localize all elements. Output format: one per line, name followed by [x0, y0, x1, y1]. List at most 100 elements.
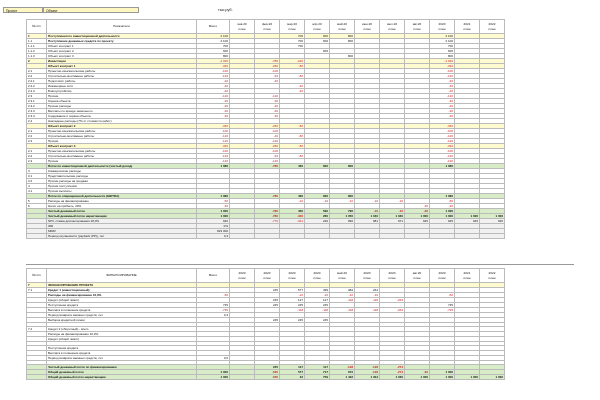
- year-header: 2020 план: [429, 268, 455, 283]
- month-header-period: 2020: [388, 270, 396, 275]
- col-total-header: Всего: [196, 19, 230, 34]
- col-number-header: № п/п: [26, 19, 47, 34]
- month-cell[interactable]: 42: [279, 374, 305, 381]
- month-header-type: план: [263, 26, 271, 31]
- table-row: Объект контракт 1 -340 -260 -80 -340: [26, 63, 530, 69]
- year-header: 2021 план: [454, 19, 480, 34]
- month-cell[interactable]: [229, 233, 255, 239]
- year-cell[interactable]: [454, 233, 480, 239]
- month-header-type: план: [363, 275, 371, 280]
- month-header: май.20 план: [329, 268, 355, 283]
- month-header-period: апр.20: [312, 21, 322, 26]
- row-total: 1 000: [196, 374, 230, 381]
- month-header-type: план: [313, 275, 321, 280]
- table-row: 2.2 Строительно-монтажные работы -120 -40 -8…: [26, 153, 530, 159]
- cashflow-table: № п/п Показатели Всего янв.20 план фев.20 план…: [26, 19, 530, 239]
- month-cell[interactable]: [229, 374, 255, 381]
- year-cell[interactable]: 1 000: [454, 374, 480, 381]
- col-number-header: № п/п: [26, 268, 47, 283]
- month-header: 2020 план: [379, 268, 405, 283]
- month-header-period: фев.20: [261, 21, 273, 26]
- units-label: тыс.руб.: [218, 8, 233, 12]
- month-cell[interactable]: [354, 233, 380, 239]
- row-number: [26, 374, 47, 381]
- month-header-period: 2020: [363, 270, 371, 275]
- month-header: июл.20 план: [379, 19, 405, 34]
- year-header-period: 2022: [488, 270, 496, 275]
- year-header: 2022 план: [479, 19, 505, 34]
- month-header: фев.20 план: [254, 19, 280, 34]
- year-header-type: план: [463, 26, 471, 31]
- month-cell[interactable]: [329, 233, 355, 239]
- month-header-type: план: [288, 26, 296, 31]
- month-header-type: план: [313, 26, 321, 31]
- year-cell[interactable]: [479, 233, 505, 239]
- year-header-type: план: [488, 275, 496, 280]
- year-header-type: план: [488, 26, 496, 31]
- month-header: 2020 план: [279, 268, 305, 283]
- table-row: 7.2 Кредит 2 (оборотный) - всего: [26, 326, 530, 333]
- month-header-type: план: [388, 275, 396, 280]
- table-row: 4 Прочие поступления: [26, 183, 530, 189]
- row-label: Период окупаемости (payback (PP)), лет: [46, 233, 197, 239]
- month-header: июн.20 план: [354, 19, 380, 34]
- year-header: 2022 план: [479, 268, 505, 283]
- table-row: [26, 321, 530, 328]
- project-value[interactable]: Объект: [43, 7, 139, 13]
- table-row: Общий денежный поток 1 000 -535 577 717 672 -1…: [26, 369, 530, 376]
- table-row: Период окупаемости (payback (PP)), лет 0,…: [26, 233, 530, 239]
- table-row: Чистый денежный поток нарастающим 1 000 -7…: [26, 213, 530, 219]
- table-row: 2 Инвестиции -1 020 -780 -240 -1 020: [26, 58, 530, 64]
- month-header-period: мар.20: [287, 21, 297, 26]
- month-header-period: 2020: [313, 270, 321, 275]
- table-row: 2.3.3 Выплаты по аренде земельного -30 -30-…: [26, 108, 530, 114]
- month-cell[interactable]: -535: [254, 374, 280, 381]
- year-cell[interactable]: [429, 233, 455, 239]
- month-header-type: план: [238, 26, 246, 31]
- year-header-period: 2020: [438, 21, 446, 26]
- row-label: Общий денежный поток нарастающим: [46, 374, 197, 381]
- month-cell[interactable]: [379, 233, 405, 239]
- year-cell[interactable]: [479, 341, 505, 347]
- month-header-period: 2020: [288, 270, 296, 275]
- month-header: авг.20 план: [404, 19, 430, 34]
- month-header-type: план: [388, 26, 396, 31]
- month-header-period: май.20: [337, 21, 347, 26]
- month-header-type: план: [238, 275, 246, 280]
- year-cell[interactable]: [479, 360, 505, 366]
- year-header-type: план: [438, 26, 446, 31]
- month-header: авг.20 план: [404, 268, 430, 283]
- month-cell[interactable]: 1 000: [404, 374, 430, 381]
- month-header: 2020 план: [354, 268, 380, 283]
- table-row: Поток по инвестиционной деятельности (чи…: [26, 163, 530, 169]
- year-cell[interactable]: 1 000: [429, 374, 455, 381]
- month-header-type: план: [338, 275, 346, 280]
- month-header-period: 2020: [263, 270, 271, 275]
- month-header: апр.20 план: [304, 19, 330, 34]
- month-cell[interactable]: 759: [304, 374, 330, 381]
- month-cell[interactable]: [279, 233, 305, 239]
- month-header-period: янв.20: [237, 21, 247, 26]
- month-cell[interactable]: 1 030: [379, 374, 405, 381]
- month-header-period: авг.20: [412, 270, 422, 275]
- month-header-type: план: [413, 275, 421, 280]
- month-cell[interactable]: [404, 233, 430, 239]
- month-header-period: май.20: [337, 270, 347, 275]
- row-total: 0,3: [196, 233, 230, 239]
- table-row: [26, 360, 530, 366]
- year-cell[interactable]: [479, 321, 505, 328]
- table-row: IRR 0%: [26, 223, 530, 229]
- month-cell[interactable]: [304, 233, 330, 239]
- month-header-type: план: [263, 275, 271, 280]
- header-row: № п/п ФИНАНСИРОВАНИЕ Всего 2020 план 2020 план…: [26, 268, 530, 283]
- table-row: [26, 341, 530, 347]
- year-cell[interactable]: 1 000: [479, 374, 505, 381]
- month-cell[interactable]: 1 432: [329, 374, 355, 381]
- month-header: 2020 план: [229, 268, 255, 283]
- month-cell[interactable]: 1 304: [354, 374, 380, 381]
- table-row: NPV, ставка дисконтирования 18,0% 940 -770…: [26, 218, 530, 224]
- col-name-header: Показатели: [46, 19, 197, 34]
- table-row: Общий денежный поток нарастающим 1 000 -53…: [26, 374, 530, 381]
- month-header: янв.20 план: [229, 19, 255, 34]
- month-cell[interactable]: [254, 233, 280, 239]
